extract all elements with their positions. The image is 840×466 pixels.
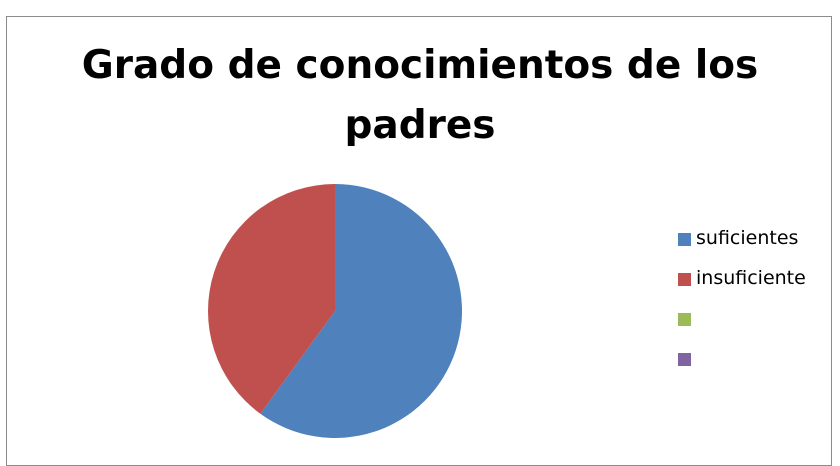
- legend-swatch-insuficiente: [678, 273, 691, 286]
- chart-title-line-1: Grado de conocimientos de los: [81, 43, 759, 88]
- legend-label-insuficiente: insuficiente: [696, 267, 806, 289]
- legend-swatch-suficientes: [678, 233, 691, 246]
- legend-swatch-4: [678, 353, 691, 366]
- pie-slice-suficientes: [260, 183, 462, 438]
- pie-slice-insuficiente: [208, 183, 335, 414]
- chart-title-line-2: padres: [344, 103, 496, 148]
- legend-swatch-3: [678, 313, 691, 326]
- legend-label-suficientes: suficientes: [696, 227, 799, 249]
- chart-title: Grado de conocimientos de los padres: [0, 36, 840, 156]
